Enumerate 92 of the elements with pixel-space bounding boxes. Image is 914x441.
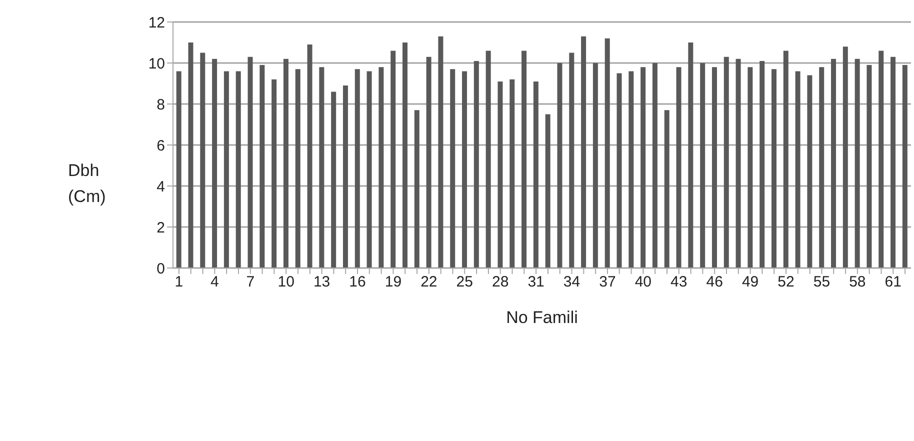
bar [640, 67, 646, 268]
bar [878, 50, 884, 268]
x-tick-label: 61 [884, 274, 902, 291]
bar [712, 67, 717, 268]
y-tick-label: 4 [156, 178, 165, 196]
y-axis-title: Dbh (Cm) [68, 160, 106, 208]
bar [783, 50, 788, 268]
x-tick-label: 16 [349, 274, 366, 291]
bar [236, 71, 241, 268]
x-tick-label: 28 [492, 274, 509, 291]
y-tick-label: 8 [156, 96, 165, 114]
bar [902, 65, 908, 268]
bar [319, 67, 324, 268]
bar [557, 63, 562, 268]
bar [760, 60, 765, 268]
bar [426, 56, 432, 268]
bar [831, 58, 836, 268]
y-tick-label: 2 [156, 219, 165, 236]
bar [176, 71, 182, 268]
bar [366, 71, 372, 268]
bar [866, 65, 872, 268]
bar [854, 58, 860, 268]
bar [295, 69, 300, 268]
x-tick-label: 58 [849, 274, 866, 291]
bar [795, 71, 800, 268]
x-tick-label: 31 [528, 274, 544, 291]
bar [533, 81, 538, 268]
bar [545, 114, 550, 268]
bar [212, 58, 218, 268]
x-tick-label: 40 [634, 274, 652, 291]
x-tick-label: 22 [420, 274, 438, 291]
bar [354, 69, 360, 268]
bar [700, 63, 706, 268]
x-tick-label: 55 [813, 274, 830, 291]
bar [664, 110, 670, 268]
x-tick-label: 19 [384, 274, 402, 291]
bar [748, 67, 753, 268]
bar [592, 63, 598, 268]
bar [498, 81, 503, 268]
bar [652, 63, 658, 268]
bar [771, 69, 776, 268]
bar [736, 58, 741, 268]
bar [378, 67, 384, 268]
bar [616, 73, 622, 268]
bar [569, 52, 574, 268]
bar [438, 36, 444, 268]
x-axis-title: No Famili [505, 308, 579, 328]
bar [342, 86, 348, 268]
x-tick-label: 7 [246, 274, 255, 291]
bar [462, 71, 468, 268]
bar [283, 58, 288, 268]
bar [819, 67, 824, 268]
bar [510, 79, 515, 268]
x-tick-label: 37 [599, 274, 616, 291]
bar [628, 71, 634, 268]
bar [688, 42, 694, 268]
y-tick-label: 6 [156, 137, 165, 154]
y-tick-label: 12 [148, 14, 165, 32]
bar [188, 42, 194, 268]
x-tick-label: 13 [313, 274, 330, 291]
x-tick-label: 4 [210, 274, 219, 291]
bar [248, 56, 253, 268]
bar [604, 38, 610, 268]
x-tick-label: 43 [670, 274, 688, 291]
bar [200, 52, 206, 268]
bar [402, 42, 408, 268]
bar [724, 56, 729, 268]
bar [414, 110, 420, 268]
x-tick-label: 34 [563, 274, 580, 291]
x-tick-label: 52 [778, 274, 794, 291]
x-tick-label: 49 [742, 274, 759, 291]
x-tick-label: 46 [706, 274, 723, 291]
bar [390, 50, 396, 268]
bar [260, 65, 265, 268]
x-tick-label: 25 [456, 274, 473, 291]
bar [842, 46, 848, 268]
bar [307, 44, 312, 268]
x-tick-label: 1 [174, 274, 184, 291]
bar [474, 60, 479, 268]
bar [331, 92, 336, 268]
bar [676, 67, 682, 268]
bar [581, 36, 586, 268]
bar [224, 71, 229, 268]
bar [522, 50, 527, 268]
bar [890, 56, 896, 268]
bar [272, 79, 277, 268]
bar [450, 69, 456, 268]
bar [807, 75, 812, 268]
x-tick-label: 10 [278, 274, 294, 291]
y-tick-label: 0 [156, 260, 165, 278]
y-tick-label: 10 [148, 55, 165, 72]
bar [486, 50, 491, 268]
